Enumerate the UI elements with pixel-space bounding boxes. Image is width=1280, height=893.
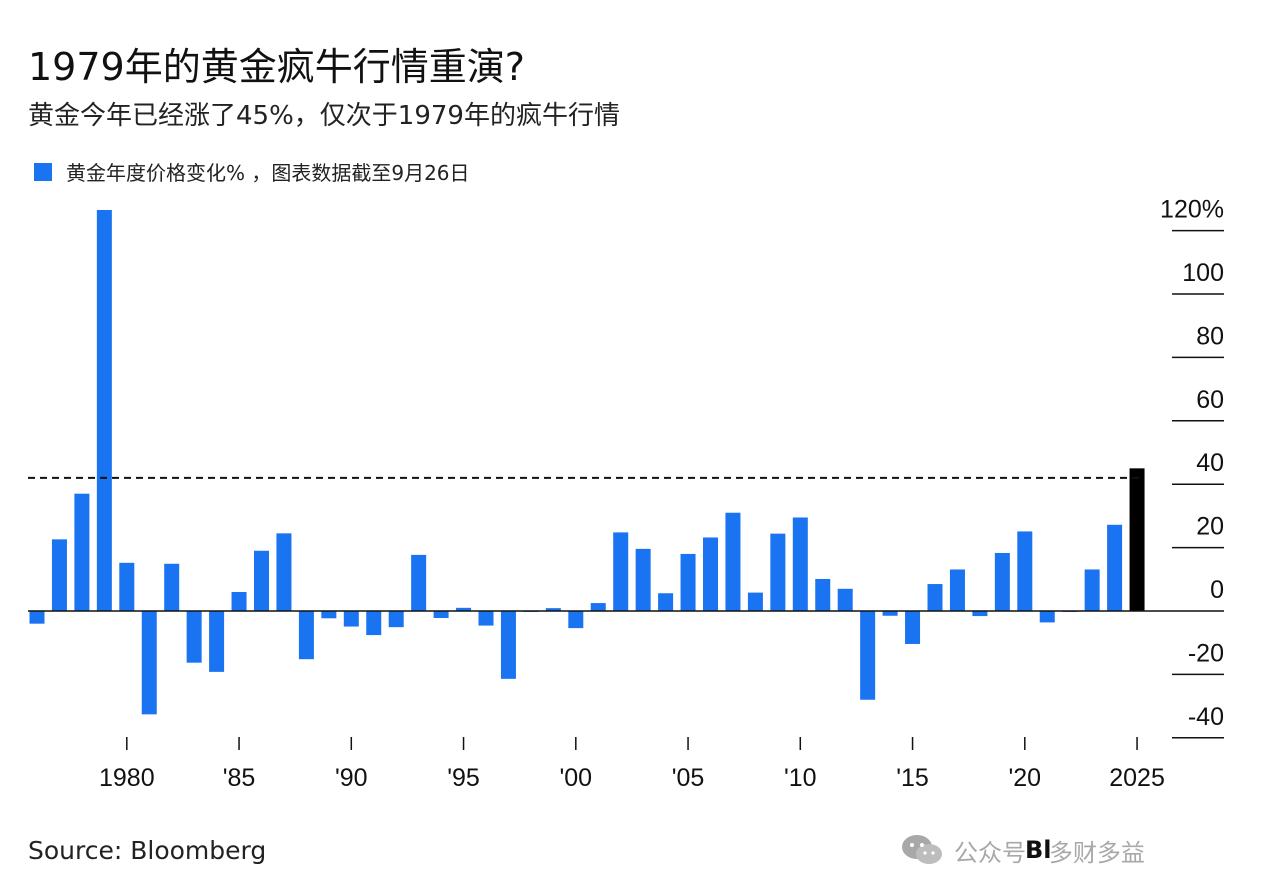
legend: 黄金年度价格变化% ，图表数据截至9月26日: [34, 157, 470, 186]
watermark-text: 公众号 · 多财多益: [954, 838, 1145, 867]
bar-2000: [568, 611, 584, 629]
bar-2020: [1017, 531, 1033, 611]
bar-1986: [254, 550, 269, 611]
bar-2002: [613, 532, 629, 611]
x-tick-label: '05: [672, 764, 705, 792]
y-tick-label: 40: [1196, 449, 1224, 477]
y-tick-label: -40: [1188, 703, 1224, 731]
y-tick-label: 0: [1210, 576, 1224, 604]
bar-1989: [321, 611, 337, 619]
y-gridlines: [1172, 229, 1224, 739]
y-tick-label: 80: [1196, 322, 1224, 350]
bar-2018: [972, 611, 988, 617]
bar-1982: [164, 563, 180, 611]
bar-1993: [411, 554, 427, 611]
bar-2019: [994, 552, 1010, 611]
bar-1988: [298, 611, 314, 660]
bar-2011: [815, 578, 831, 611]
bar-2021: [1039, 611, 1055, 623]
bar-1985: [231, 591, 247, 611]
axes: [28, 610, 1224, 750]
y-tick-label: -20: [1188, 639, 1224, 667]
bar-2014: [882, 611, 898, 616]
bar-1978: [74, 493, 90, 611]
bar-1996: [478, 611, 494, 626]
bar-1997: [500, 611, 516, 679]
bar-2015: [905, 611, 921, 644]
bar-1994: [433, 611, 449, 618]
y-tick-label: 20: [1196, 513, 1224, 541]
bars: [29, 209, 1145, 715]
bar-1984: [209, 611, 225, 672]
bar-2007: [725, 512, 741, 611]
bar-1987: [276, 533, 292, 611]
bar-2006: [703, 537, 718, 611]
wechat-icon: [902, 835, 942, 864]
legend-label: 黄金年度价格变化% ，图表数据截至9月26日: [66, 161, 470, 185]
x-tick-label: '85: [223, 764, 256, 792]
bar-2017: [949, 569, 965, 611]
x-tick-label: '90: [335, 764, 368, 792]
bar-2012: [837, 588, 853, 611]
bar-2005: [680, 553, 696, 611]
bar-2013: [860, 611, 876, 700]
bar-2023: [1084, 569, 1100, 611]
bar-2010: [792, 517, 808, 611]
bar-1979: [96, 209, 112, 611]
bar-1976: [29, 611, 45, 624]
chart-subtitle: 黄金今年已经涨了45%，仅次于1979年的疯牛行情: [28, 101, 620, 131]
x-tick-label: '00: [560, 764, 593, 792]
x-tick-label: '20: [1009, 764, 1042, 792]
legend-swatch: [34, 162, 52, 181]
source-note: Source: Bloomberg: [28, 836, 267, 865]
bar-1977: [51, 539, 67, 611]
x-tick-label: '15: [896, 764, 929, 792]
bar-2004: [658, 593, 674, 611]
bar-1990: [343, 611, 359, 627]
y-tick-label: 60: [1196, 386, 1224, 414]
chart-title: 1979年的黄金疯牛行情重演?: [28, 45, 525, 89]
bar-1999: [545, 608, 561, 611]
bar-2001: [590, 603, 606, 611]
bar-1991: [366, 611, 382, 636]
bar-2016: [927, 584, 943, 611]
watermark: 公众号 · 多财多益: [900, 820, 1275, 880]
bar-2003: [635, 548, 651, 611]
y-tick-label: 100: [1182, 259, 1224, 287]
x-tick-label: 2025: [1109, 764, 1165, 792]
bar-1995: [456, 607, 472, 611]
tick-labels: 120% 100 80 60 40 20 0 -20 -40 1980 '85 '90 '95 '00 '0…: [99, 196, 1224, 792]
y-tick-label: 120%: [1160, 196, 1224, 224]
bar-2008: [747, 592, 763, 611]
x-tick-label: '95: [447, 764, 480, 792]
bar-1983: [186, 611, 202, 663]
bar-1992: [388, 611, 404, 628]
bloomberg-brand: Bl: [1025, 836, 1052, 864]
x-tick-label: 1980: [99, 764, 155, 792]
bar-highlight-2025: [1129, 468, 1145, 611]
bar-1981: [141, 611, 157, 715]
x-tick-label: '10: [784, 764, 817, 792]
bar-1980: [119, 562, 135, 611]
bar-2009: [770, 533, 786, 611]
bar-2024: [1107, 524, 1123, 611]
